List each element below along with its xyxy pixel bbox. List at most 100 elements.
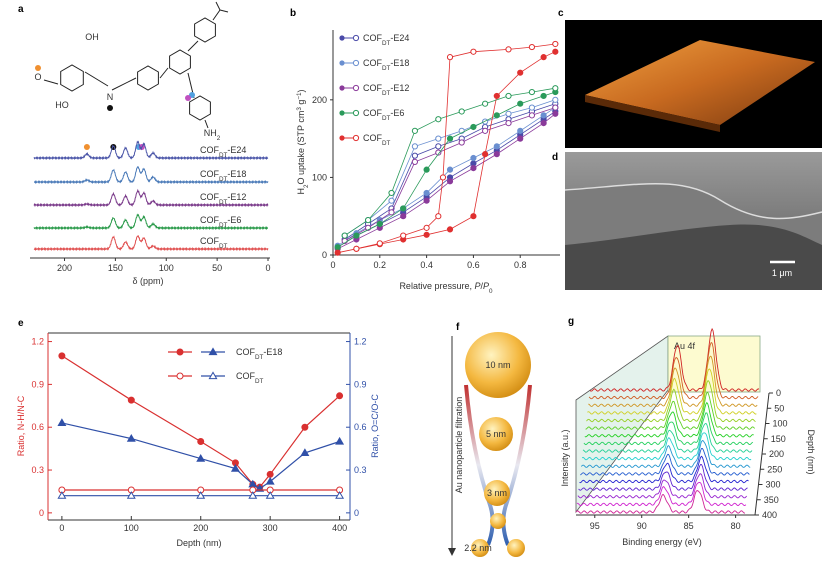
text-part: COF xyxy=(200,192,220,202)
x-tick-label: 100 xyxy=(159,263,174,273)
y2-tick-label: 0.9 xyxy=(354,379,367,389)
y2-tick-label: 0.3 xyxy=(354,465,367,475)
point xyxy=(411,152,419,159)
point xyxy=(552,85,559,92)
point xyxy=(446,178,454,185)
series-label: COFDT-E6 xyxy=(200,215,241,229)
point xyxy=(127,396,135,404)
point xyxy=(336,392,344,400)
depth-tick-label: 200 xyxy=(769,449,784,459)
point xyxy=(265,491,275,499)
bond xyxy=(159,67,169,79)
point xyxy=(248,491,258,499)
text-part: NH xyxy=(204,128,217,138)
point xyxy=(423,224,430,231)
text-part: 3 xyxy=(296,107,303,111)
x-axis-label: Binding energy (eV) xyxy=(622,537,702,547)
bond xyxy=(187,40,199,52)
marker-dot xyxy=(83,144,90,150)
point xyxy=(505,110,512,117)
x-tick-label: 150 xyxy=(108,263,123,273)
point xyxy=(493,143,500,150)
y-tick-label: 0.3 xyxy=(31,465,44,475)
point xyxy=(458,139,465,146)
point xyxy=(458,108,465,115)
size-label: 10 nm xyxy=(485,360,510,370)
nanoparticle xyxy=(465,332,531,398)
text-part: DT xyxy=(219,243,228,250)
funnel-wall xyxy=(501,384,532,546)
text-part: COF xyxy=(363,58,383,68)
size-label: 2.2 nm xyxy=(464,543,492,553)
spectrum xyxy=(33,213,268,231)
point xyxy=(540,54,547,61)
sem-edge xyxy=(564,183,823,220)
y-tick-label: 0.6 xyxy=(31,422,44,432)
series-label: COFDT-E24 xyxy=(200,145,246,159)
text-part: −1 xyxy=(296,92,303,100)
point xyxy=(528,43,536,51)
point xyxy=(335,436,345,445)
point xyxy=(58,352,66,360)
point xyxy=(528,112,536,119)
spectrum xyxy=(577,473,748,499)
atom-label: NH2 xyxy=(204,128,221,142)
y-tick-label: 0.9 xyxy=(31,379,44,389)
point xyxy=(505,92,512,100)
isotherm-line xyxy=(344,87,556,236)
point xyxy=(493,112,500,119)
depth-tick-label: 350 xyxy=(764,495,779,505)
point xyxy=(540,92,547,100)
isotherm-line xyxy=(344,103,556,240)
point xyxy=(439,174,447,181)
text-part: -E6 xyxy=(390,108,404,118)
text-part: COF xyxy=(363,108,383,118)
point xyxy=(353,232,360,239)
point xyxy=(446,166,454,173)
legend-marker xyxy=(352,84,360,92)
point xyxy=(301,423,309,431)
point xyxy=(482,100,489,107)
x-tick-label: 0 xyxy=(59,523,64,533)
point xyxy=(435,116,442,123)
x-tick-label: 80 xyxy=(731,521,741,531)
point xyxy=(470,154,477,162)
text-part: DT xyxy=(382,90,391,97)
legend-marker xyxy=(208,371,218,380)
point xyxy=(482,127,489,134)
text-part: H xyxy=(296,188,306,195)
text-part: -E18 xyxy=(227,169,246,179)
legend-label: COFDT-E18 xyxy=(236,347,282,361)
spectrum xyxy=(581,432,752,461)
atom-label: HO xyxy=(55,100,69,110)
panel-letter: b xyxy=(290,8,296,19)
point xyxy=(446,135,454,142)
text-part: DT xyxy=(255,378,264,385)
sem-substrate xyxy=(565,224,822,290)
legend-marker xyxy=(352,59,360,67)
spectrum xyxy=(587,368,757,415)
text-part: / xyxy=(481,281,484,291)
x-axis-label: Relative pressure, P/P0 xyxy=(399,281,493,295)
point xyxy=(423,197,430,204)
text-part: DT xyxy=(382,40,391,47)
x-axis-label: Depth (nm) xyxy=(176,538,221,548)
nanoparticle xyxy=(490,513,506,529)
point xyxy=(446,54,454,61)
point xyxy=(470,213,477,220)
x-tick-label: 85 xyxy=(684,521,694,531)
point xyxy=(517,69,524,76)
marker-dot xyxy=(107,105,113,111)
point xyxy=(388,209,395,216)
isotherm-line xyxy=(337,51,556,254)
legend-label: COFDT xyxy=(236,371,264,385)
text-part: -E24 xyxy=(390,33,409,43)
series-label: COFDT-E18 xyxy=(200,169,246,183)
text-part: COF xyxy=(200,215,220,225)
text-part: COF xyxy=(236,347,256,357)
atom-label: O xyxy=(34,72,41,82)
text-part: DT xyxy=(255,354,264,361)
y-axis-label: Ratio, N-H/N-C xyxy=(16,395,26,456)
spectrum xyxy=(583,412,754,446)
ring xyxy=(189,95,211,121)
